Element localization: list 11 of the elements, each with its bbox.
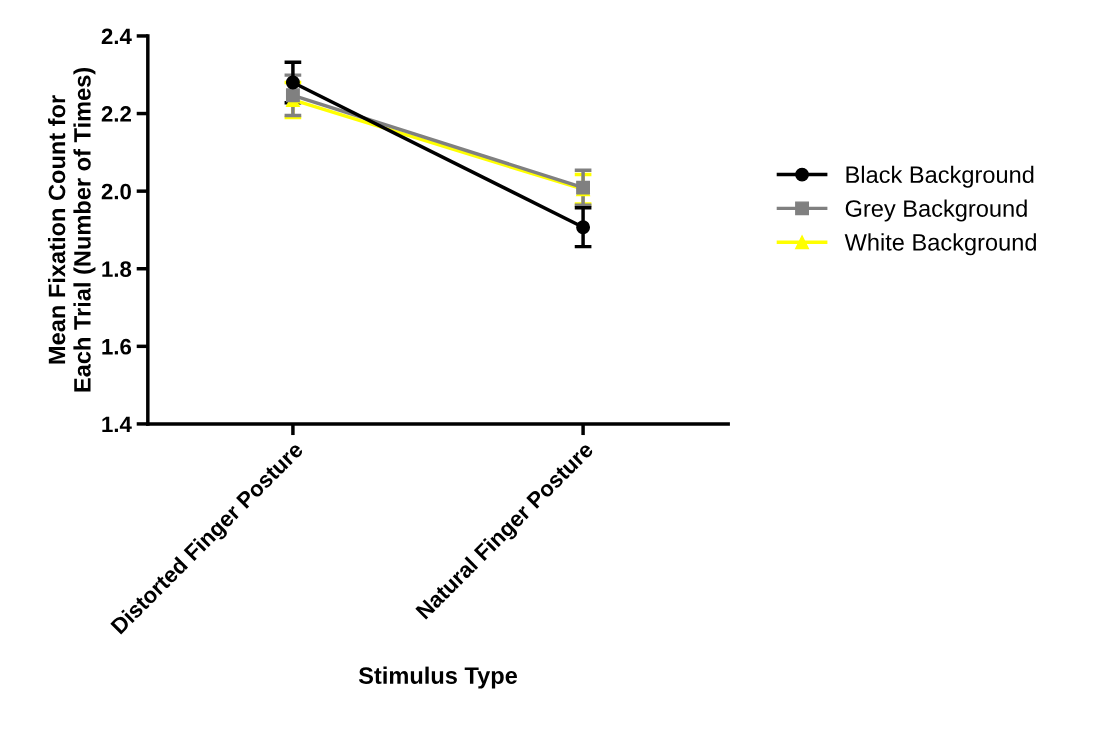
y-tick-label: 2.2 xyxy=(101,106,131,122)
legend-label: Black Background xyxy=(846,165,1034,188)
y-tick-label: 1.4 xyxy=(102,416,132,432)
legend-label: White Background xyxy=(844,233,1036,256)
y-axis-title: Mean Fixation Count for Each Trial (Number of Times) xyxy=(47,67,96,392)
x-axis-title: Stimulus Type xyxy=(358,666,518,689)
y-tick-label: 1.6 xyxy=(102,338,132,355)
y-tick-label: 2.0 xyxy=(101,183,131,200)
legend-label: Grey Background xyxy=(845,199,1027,222)
y-tick-label: 1.8 xyxy=(102,261,132,278)
y-tick-label: 2.4 xyxy=(101,28,132,44)
